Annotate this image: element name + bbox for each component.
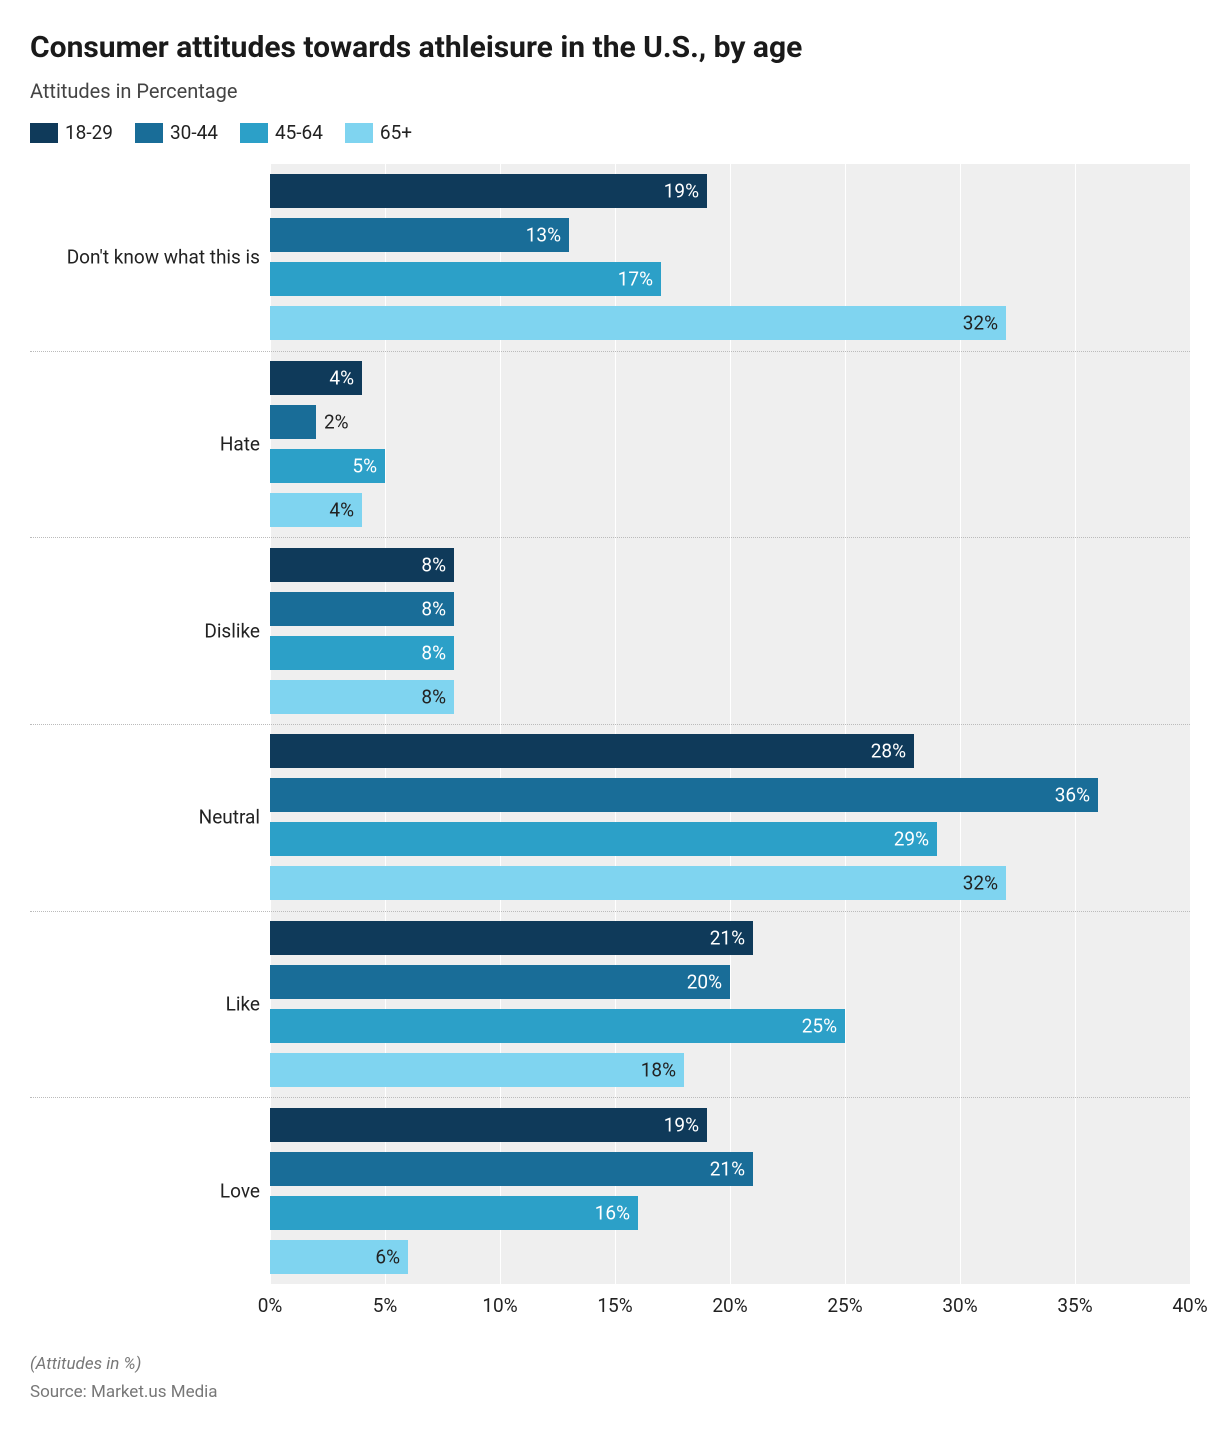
- bar-value-label: 4%: [321, 367, 362, 390]
- footer-source: Source: Market.us Media: [30, 1382, 1190, 1402]
- bar-value-label: 8%: [413, 597, 454, 620]
- x-axis-tick: 0%: [258, 1294, 283, 1317]
- y-axis-category-label: Hate: [220, 433, 260, 456]
- bar-value-label: 19%: [656, 1113, 707, 1136]
- bar-value-label: 32%: [955, 872, 1006, 895]
- legend-swatch-icon: [135, 123, 163, 143]
- legend-label: 18-29: [65, 121, 113, 144]
- chart-title: Consumer attitudes towards athleisure in…: [30, 30, 1190, 65]
- grid-line: [1190, 164, 1191, 1284]
- bar-value-label: 17%: [610, 268, 661, 291]
- bar: 8%: [270, 680, 454, 714]
- bar: 16%: [270, 1196, 638, 1230]
- bar: 5%: [270, 449, 385, 483]
- category-divider: [30, 351, 1190, 352]
- bar: 8%: [270, 548, 454, 582]
- chart-area: Don't know what this is Hate Dislike Neutra…: [30, 164, 1190, 1284]
- y-axis-category-label: Love: [220, 1179, 260, 1202]
- legend-swatch-icon: [30, 123, 58, 143]
- category-divider: [30, 1097, 1190, 1098]
- y-axis-category-label: Like: [226, 993, 260, 1016]
- bar-value-label: 13%: [518, 224, 569, 247]
- bar-value-label: 21%: [702, 1157, 753, 1180]
- bar-value-label: 8%: [413, 685, 454, 708]
- x-axis-tick: 20%: [712, 1294, 747, 1317]
- legend-swatch-icon: [345, 123, 373, 143]
- x-axis-tick: 5%: [373, 1294, 398, 1317]
- bar-value-label: 20%: [679, 971, 730, 994]
- bar: 19%: [270, 174, 707, 208]
- y-axis-category-label: Neutral: [199, 806, 260, 829]
- bar-value-label: 6%: [367, 1245, 408, 1268]
- y-axis-category-label: Dislike: [204, 619, 260, 642]
- bar-value-label: 19%: [656, 180, 707, 203]
- legend-label: 30-44: [170, 121, 218, 144]
- bar-value-label: 8%: [413, 553, 454, 576]
- y-axis-category-label: Don't know what this is: [67, 246, 260, 269]
- legend: 18-29 30-44 45-64 65+: [30, 121, 1190, 144]
- bar: 28%: [270, 734, 914, 768]
- x-axis-tick: 10%: [482, 1294, 517, 1317]
- footer-note: (Attitudes in %): [30, 1354, 1190, 1374]
- bar-value-label: 28%: [863, 740, 914, 763]
- bar: 21%: [270, 1152, 753, 1186]
- bar: 8%: [270, 636, 454, 670]
- bar-value-label: 29%: [886, 828, 937, 851]
- legend-swatch-icon: [240, 123, 268, 143]
- bar: 4%: [270, 361, 362, 395]
- bar-value-label: 8%: [413, 641, 454, 664]
- x-axis-tick: 30%: [942, 1294, 977, 1317]
- plot-area: 19%13%17%32%4%2%5%4%8%8%8%8%28%36%29%32%…: [270, 164, 1190, 1284]
- bar: 18%: [270, 1053, 684, 1087]
- bar: 6%: [270, 1240, 408, 1274]
- x-axis-tick: 15%: [597, 1294, 632, 1317]
- bar-value-label: 4%: [321, 499, 362, 522]
- x-axis: 0%5%10%15%20%25%30%35%40%: [270, 1284, 1190, 1324]
- bar: 32%: [270, 306, 1006, 340]
- bar: 21%: [270, 921, 753, 955]
- bar: 4%: [270, 493, 362, 527]
- bar-value-label: 5%: [344, 455, 385, 478]
- bar-value-label: 16%: [587, 1201, 638, 1224]
- bar: 36%: [270, 778, 1098, 812]
- legend-item: 18-29: [30, 121, 113, 144]
- category-divider: [30, 537, 1190, 538]
- bar-value-label: 18%: [633, 1059, 684, 1082]
- legend-label: 65+: [380, 121, 412, 144]
- x-axis-tick: 40%: [1172, 1294, 1207, 1317]
- bar: 8%: [270, 592, 454, 626]
- bar-value-label: 2%: [316, 411, 357, 434]
- bar: 17%: [270, 262, 661, 296]
- category-divider: [30, 911, 1190, 912]
- bar-value-label: 21%: [702, 927, 753, 950]
- legend-label: 45-64: [275, 121, 323, 144]
- bar: 2%: [270, 405, 316, 439]
- bar: 13%: [270, 218, 569, 252]
- bar: 29%: [270, 822, 937, 856]
- legend-item: 45-64: [240, 121, 323, 144]
- category-divider: [30, 724, 1190, 725]
- bar: 19%: [270, 1108, 707, 1142]
- bar: 25%: [270, 1009, 845, 1043]
- bar-value-label: 36%: [1047, 784, 1098, 807]
- chart-subtitle: Attitudes in Percentage: [30, 79, 1190, 103]
- bar: 32%: [270, 866, 1006, 900]
- bar-value-label: 32%: [955, 312, 1006, 335]
- x-axis-tick: 25%: [827, 1294, 862, 1317]
- legend-item: 65+: [345, 121, 412, 144]
- bar-value-label: 25%: [794, 1015, 845, 1038]
- x-axis-tick: 35%: [1057, 1294, 1092, 1317]
- legend-item: 30-44: [135, 121, 218, 144]
- bar: 20%: [270, 965, 730, 999]
